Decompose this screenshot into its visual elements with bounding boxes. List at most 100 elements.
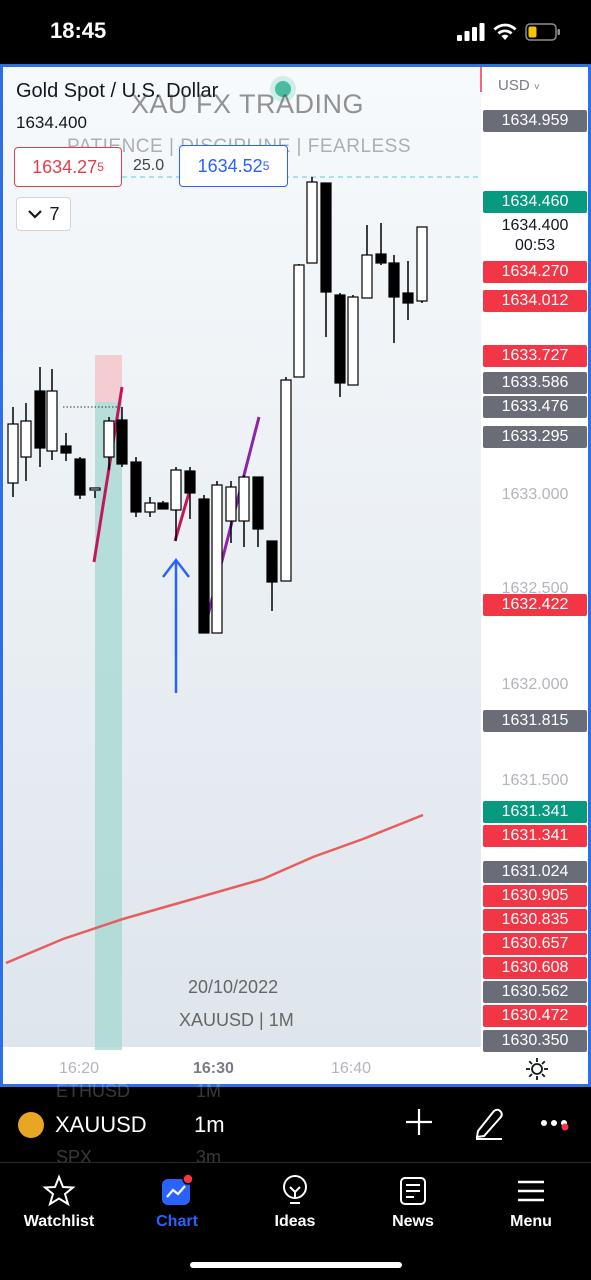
live-price-halo — [270, 76, 296, 102]
arrow-drawing[interactable] — [162, 557, 190, 693]
candle-body[interactable] — [334, 294, 346, 384]
candle-body[interactable] — [74, 458, 86, 496]
candle-body[interactable] — [280, 379, 292, 582]
candle-body[interactable] — [60, 445, 72, 454]
candle-body[interactable] — [46, 390, 58, 452]
cellular-signal-icon — [457, 23, 485, 41]
symbol-title[interactable]: Gold Spot / U.S. Dollar — [16, 80, 219, 102]
nav-news[interactable]: News — [358, 1173, 468, 1231]
candle-body[interactable] — [116, 419, 128, 465]
price-axis-label: 1634.460 — [483, 191, 587, 213]
candle-body[interactable] — [293, 264, 305, 378]
price-axis-label: 1630.835 — [483, 909, 587, 931]
pen-icon[interactable] — [472, 1105, 506, 1141]
live-price-dot — [275, 81, 291, 97]
nav-menu[interactable]: Menu — [476, 1173, 586, 1231]
nav-label: Ideas — [274, 1213, 316, 1230]
nav-label: Menu — [510, 1213, 552, 1230]
candle-body[interactable] — [225, 486, 237, 522]
chevron-down-icon: ˅ — [533, 82, 540, 93]
candle-body[interactable] — [130, 461, 142, 513]
candle-body[interactable] — [184, 470, 196, 494]
candle-body[interactable] — [211, 484, 223, 634]
price-axis-label: 1631.024 — [483, 861, 587, 883]
price-axis-label: 1631.815 — [483, 710, 587, 732]
chart-date: 20/10/2022 — [188, 977, 279, 997]
bar-countdown: 00:53 — [514, 237, 556, 254]
candle-body[interactable] — [144, 502, 156, 513]
time-axis-label: 16:20 — [59, 1060, 100, 1077]
nav-label: News — [392, 1213, 434, 1230]
price-axis-label: 1630.905 — [483, 885, 587, 907]
interval-selector[interactable]: 1m — [194, 1112, 225, 1137]
more-icon[interactable] — [540, 1117, 572, 1131]
wifi-icon — [493, 23, 517, 40]
moving-average-line — [5, 813, 424, 965]
candle-body[interactable] — [34, 390, 46, 449]
indicators-toggle-button[interactable]: 7 — [16, 197, 71, 231]
price-axis-label: 1633.586 — [483, 372, 587, 394]
trendline-1[interactable] — [92, 386, 124, 563]
current-price-value: 1634.400 — [501, 217, 569, 234]
candle-body[interactable] — [89, 487, 101, 491]
candle-body[interactable] — [170, 469, 182, 511]
hamburger-icon — [518, 1180, 544, 1202]
ghost-interval: 1M — [196, 1081, 222, 1101]
price-axis-label: 1632.000 — [501, 676, 569, 693]
bottom-navigation: Watchlist Chart Ideas — [0, 1162, 591, 1280]
price-axis-label: 1634.012 — [483, 290, 587, 312]
candle-body[interactable] — [198, 498, 210, 634]
currency-selector[interactable]: USD ˅ — [498, 77, 540, 94]
candle-body[interactable] — [252, 476, 264, 530]
candle-body[interactable] — [388, 262, 400, 298]
candle-body[interactable] — [375, 253, 387, 264]
status-bar: 18:45 — [0, 0, 591, 64]
price-axis-label: 1631.341 — [483, 825, 587, 847]
lightbulb-icon — [283, 1175, 307, 1204]
battery-icon — [525, 23, 560, 41]
buy-price: 1634.52 — [197, 155, 263, 176]
price-axis-label: 1633.295 — [483, 426, 587, 448]
nav-ideas[interactable]: Ideas — [240, 1173, 350, 1231]
indicators-count: 7 — [49, 203, 60, 224]
candle-body[interactable] — [320, 182, 332, 293]
star-icon — [42, 1174, 76, 1207]
position-target-zone[interactable] — [95, 355, 122, 402]
candlestick-series[interactable] — [7, 177, 428, 634]
candle-body[interactable] — [361, 254, 373, 299]
candle-body[interactable] — [416, 226, 428, 302]
time-axis-label: 16:40 — [331, 1060, 372, 1077]
candle-body[interactable] — [266, 540, 278, 583]
nav-watchlist[interactable]: Watchlist — [4, 1173, 114, 1231]
candle-body[interactable] — [402, 292, 414, 304]
home-indicator[interactable] — [190, 1262, 402, 1268]
nav-chart[interactable]: Chart — [122, 1173, 232, 1231]
buy-button[interactable]: 1634.52 5 — [179, 145, 288, 187]
candle-body[interactable] — [238, 476, 250, 522]
position-stop-zone[interactable] — [95, 402, 122, 1050]
chart-area[interactable]: Gold Spot / U.S. Dollar 1634.400 XAU FX … — [0, 64, 591, 1087]
nav-label: Watchlist — [23, 1213, 95, 1230]
price-axis-label: 1630.608 — [483, 957, 587, 979]
current-price-tag: 1634.400 00:53 — [483, 213, 587, 257]
price-axis-label: 1631.500 — [501, 772, 569, 789]
chart-icon — [162, 1173, 194, 1205]
symbol-current-price: 1634.400 — [16, 113, 87, 132]
candle-body[interactable] — [7, 423, 19, 484]
buy-price-pip: 5 — [262, 159, 270, 173]
plus-icon[interactable] — [402, 1105, 436, 1139]
news-icon — [400, 1177, 426, 1205]
price-axis-label: 1633.000 — [501, 486, 569, 503]
candle-body[interactable] — [20, 420, 32, 458]
price-axis-label: 1634.959 — [483, 110, 587, 132]
symbol-selector[interactable]: XAUUSD — [55, 1112, 147, 1137]
candle-body[interactable] — [347, 296, 359, 386]
status-time: 18:45 — [50, 18, 107, 43]
price-axis-label: 1632.500 — [501, 580, 569, 597]
gear-icon[interactable] — [525, 1057, 549, 1081]
candle-body[interactable] — [103, 420, 115, 458]
candle-body[interactable] — [306, 181, 318, 264]
sell-button[interactable]: 1634.27 5 — [14, 147, 122, 187]
chart-symbol-interval: XAUUSD | 1M — [179, 1010, 294, 1030]
candle-body[interactable] — [157, 502, 169, 510]
